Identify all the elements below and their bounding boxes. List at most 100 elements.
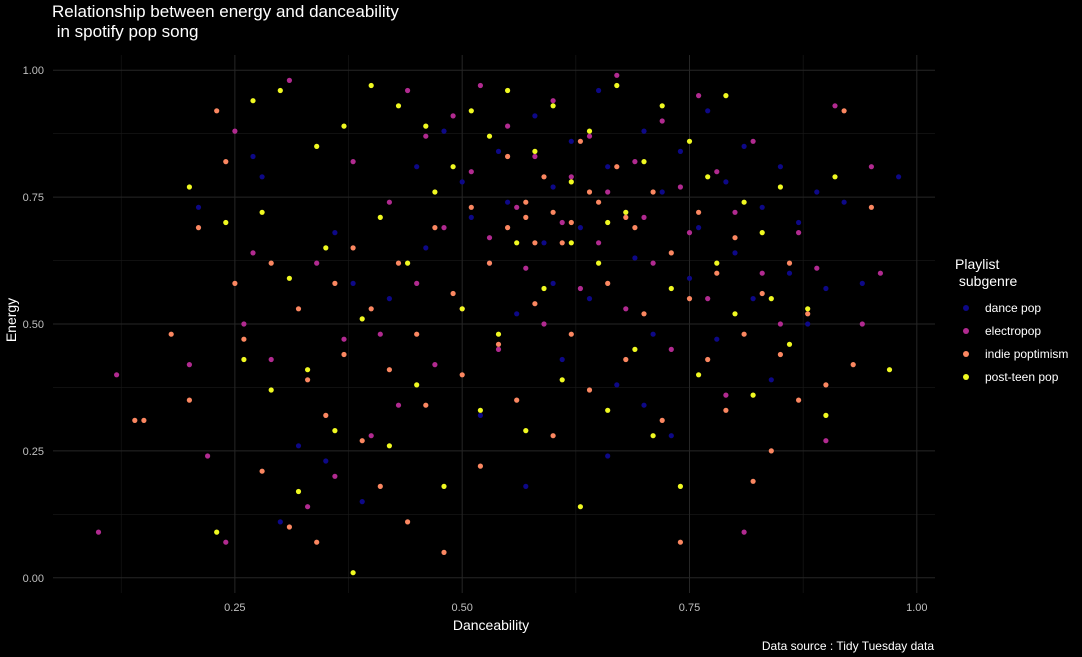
point-indie-poptimism bbox=[741, 331, 747, 337]
tick-labels: 0.25 0.50 0.75 1.00 0.00 0.25 0.50 0.75 1.00 bbox=[23, 65, 928, 614]
point-dance-pop bbox=[732, 250, 738, 256]
point-indie-poptimism bbox=[423, 402, 429, 408]
point-dance-pop bbox=[459, 179, 465, 185]
y-tick-label: 0.75 bbox=[23, 192, 44, 204]
point-indie-poptimism bbox=[686, 296, 693, 302]
point-indie-poptimism bbox=[241, 336, 247, 342]
point-post-teen-pop bbox=[295, 488, 302, 495]
point-post-teen-pop bbox=[823, 412, 829, 418]
point-electropop bbox=[823, 438, 829, 444]
point-post-teen-pop bbox=[605, 219, 611, 226]
point-dance-pop bbox=[332, 230, 338, 236]
point-electropop bbox=[605, 189, 611, 195]
point-dance-pop bbox=[741, 143, 747, 149]
point-dance-pop bbox=[541, 240, 547, 246]
point-dance-pop bbox=[523, 483, 529, 489]
point-dance-pop bbox=[259, 174, 265, 180]
point-post-teen-pop bbox=[832, 174, 838, 180]
point-indie-poptimism bbox=[796, 397, 802, 403]
point-electropop bbox=[377, 331, 383, 337]
point-indie-poptimism bbox=[459, 372, 465, 378]
point-dance-pop bbox=[423, 245, 429, 251]
point-dance-pop bbox=[441, 128, 447, 134]
point-electropop bbox=[405, 87, 411, 94]
point-electropop bbox=[586, 133, 593, 139]
point-post-teen-pop bbox=[686, 138, 693, 144]
point-indie-poptimism bbox=[305, 377, 311, 383]
point-post-teen-pop bbox=[568, 179, 574, 185]
point-electropop bbox=[877, 270, 884, 276]
legend-item-dance-pop: dance pop bbox=[955, 296, 1068, 319]
point-indie-poptimism bbox=[641, 311, 647, 317]
point-electropop bbox=[268, 356, 274, 363]
point-indie-poptimism bbox=[723, 407, 729, 413]
point-post-teen-pop bbox=[332, 428, 338, 434]
point-indie-poptimism bbox=[532, 301, 538, 307]
legend-label: post-teen pop bbox=[985, 369, 1059, 384]
point-dance-pop bbox=[659, 189, 665, 195]
point-electropop bbox=[686, 230, 693, 236]
x-tick-label: 0.25 bbox=[224, 602, 245, 614]
point-post-teen-pop bbox=[486, 133, 493, 139]
point-electropop bbox=[677, 184, 684, 190]
point-indie-poptimism bbox=[286, 524, 292, 530]
point-indie-poptimism bbox=[359, 438, 365, 444]
point-dance-pop bbox=[386, 296, 392, 302]
point-post-teen-pop bbox=[659, 103, 665, 109]
point-electropop bbox=[432, 362, 438, 368]
point-indie-poptimism bbox=[759, 290, 765, 297]
point-dance-pop bbox=[250, 153, 256, 160]
point-electropop bbox=[705, 296, 711, 302]
legend-key bbox=[955, 365, 977, 388]
point-post-teen-pop bbox=[559, 377, 565, 383]
point-dance-pop bbox=[559, 356, 565, 363]
point-indie-poptimism bbox=[623, 356, 629, 363]
legend-label: dance pop bbox=[985, 300, 1042, 315]
point-post-teen-pop bbox=[541, 285, 547, 292]
point-post-teen-pop bbox=[477, 407, 483, 413]
point-dance-pop bbox=[605, 164, 611, 170]
point-electropop bbox=[532, 153, 538, 160]
point-indie-poptimism bbox=[223, 159, 229, 165]
point-indie-poptimism bbox=[341, 351, 347, 358]
point-electropop bbox=[614, 72, 620, 78]
point-post-teen-pop bbox=[441, 483, 447, 489]
point-electropop bbox=[350, 159, 356, 165]
point-indie-poptimism bbox=[395, 260, 402, 266]
point-post-teen-pop bbox=[586, 128, 593, 134]
point-indie-poptimism bbox=[259, 468, 265, 474]
point-post-teen-pop bbox=[805, 306, 811, 312]
chart-title: Relationship between energy and danceabi… bbox=[52, 2, 399, 41]
point-electropop bbox=[732, 209, 738, 215]
point-electropop bbox=[723, 392, 729, 398]
point-dance-pop bbox=[277, 519, 283, 525]
point-indie-poptimism bbox=[295, 306, 302, 312]
point-indie-poptimism bbox=[368, 306, 374, 312]
point-electropop bbox=[286, 77, 292, 83]
point-indie-poptimism bbox=[505, 225, 511, 231]
point-post-teen-pop bbox=[759, 230, 765, 236]
point-post-teen-pop bbox=[450, 164, 456, 170]
point-post-teen-pop bbox=[732, 311, 738, 317]
legend-dot bbox=[963, 350, 969, 357]
point-indie-poptimism bbox=[550, 433, 556, 439]
point-dance-pop bbox=[823, 285, 829, 292]
point-indie-poptimism bbox=[523, 199, 529, 205]
point-dance-pop bbox=[896, 174, 902, 180]
caption: Data source : Tidy Tuesday data bbox=[761, 639, 934, 653]
y-tick-label: 0.00 bbox=[23, 573, 44, 585]
point-electropop bbox=[741, 529, 747, 535]
point-post-teen-pop bbox=[523, 428, 529, 434]
point-post-teen-pop bbox=[359, 316, 365, 322]
point-indie-poptimism bbox=[168, 331, 174, 337]
grid-lines bbox=[53, 55, 935, 593]
point-post-teen-pop bbox=[714, 260, 720, 266]
data-points bbox=[95, 72, 902, 576]
point-dance-pop bbox=[677, 148, 684, 154]
point-dance-pop bbox=[532, 113, 538, 119]
point-electropop bbox=[241, 321, 247, 327]
legend-label: electropop bbox=[985, 323, 1042, 338]
point-dance-pop bbox=[495, 148, 502, 154]
legend: Playlist subgenre dance pop electropop ind… bbox=[955, 256, 1068, 388]
